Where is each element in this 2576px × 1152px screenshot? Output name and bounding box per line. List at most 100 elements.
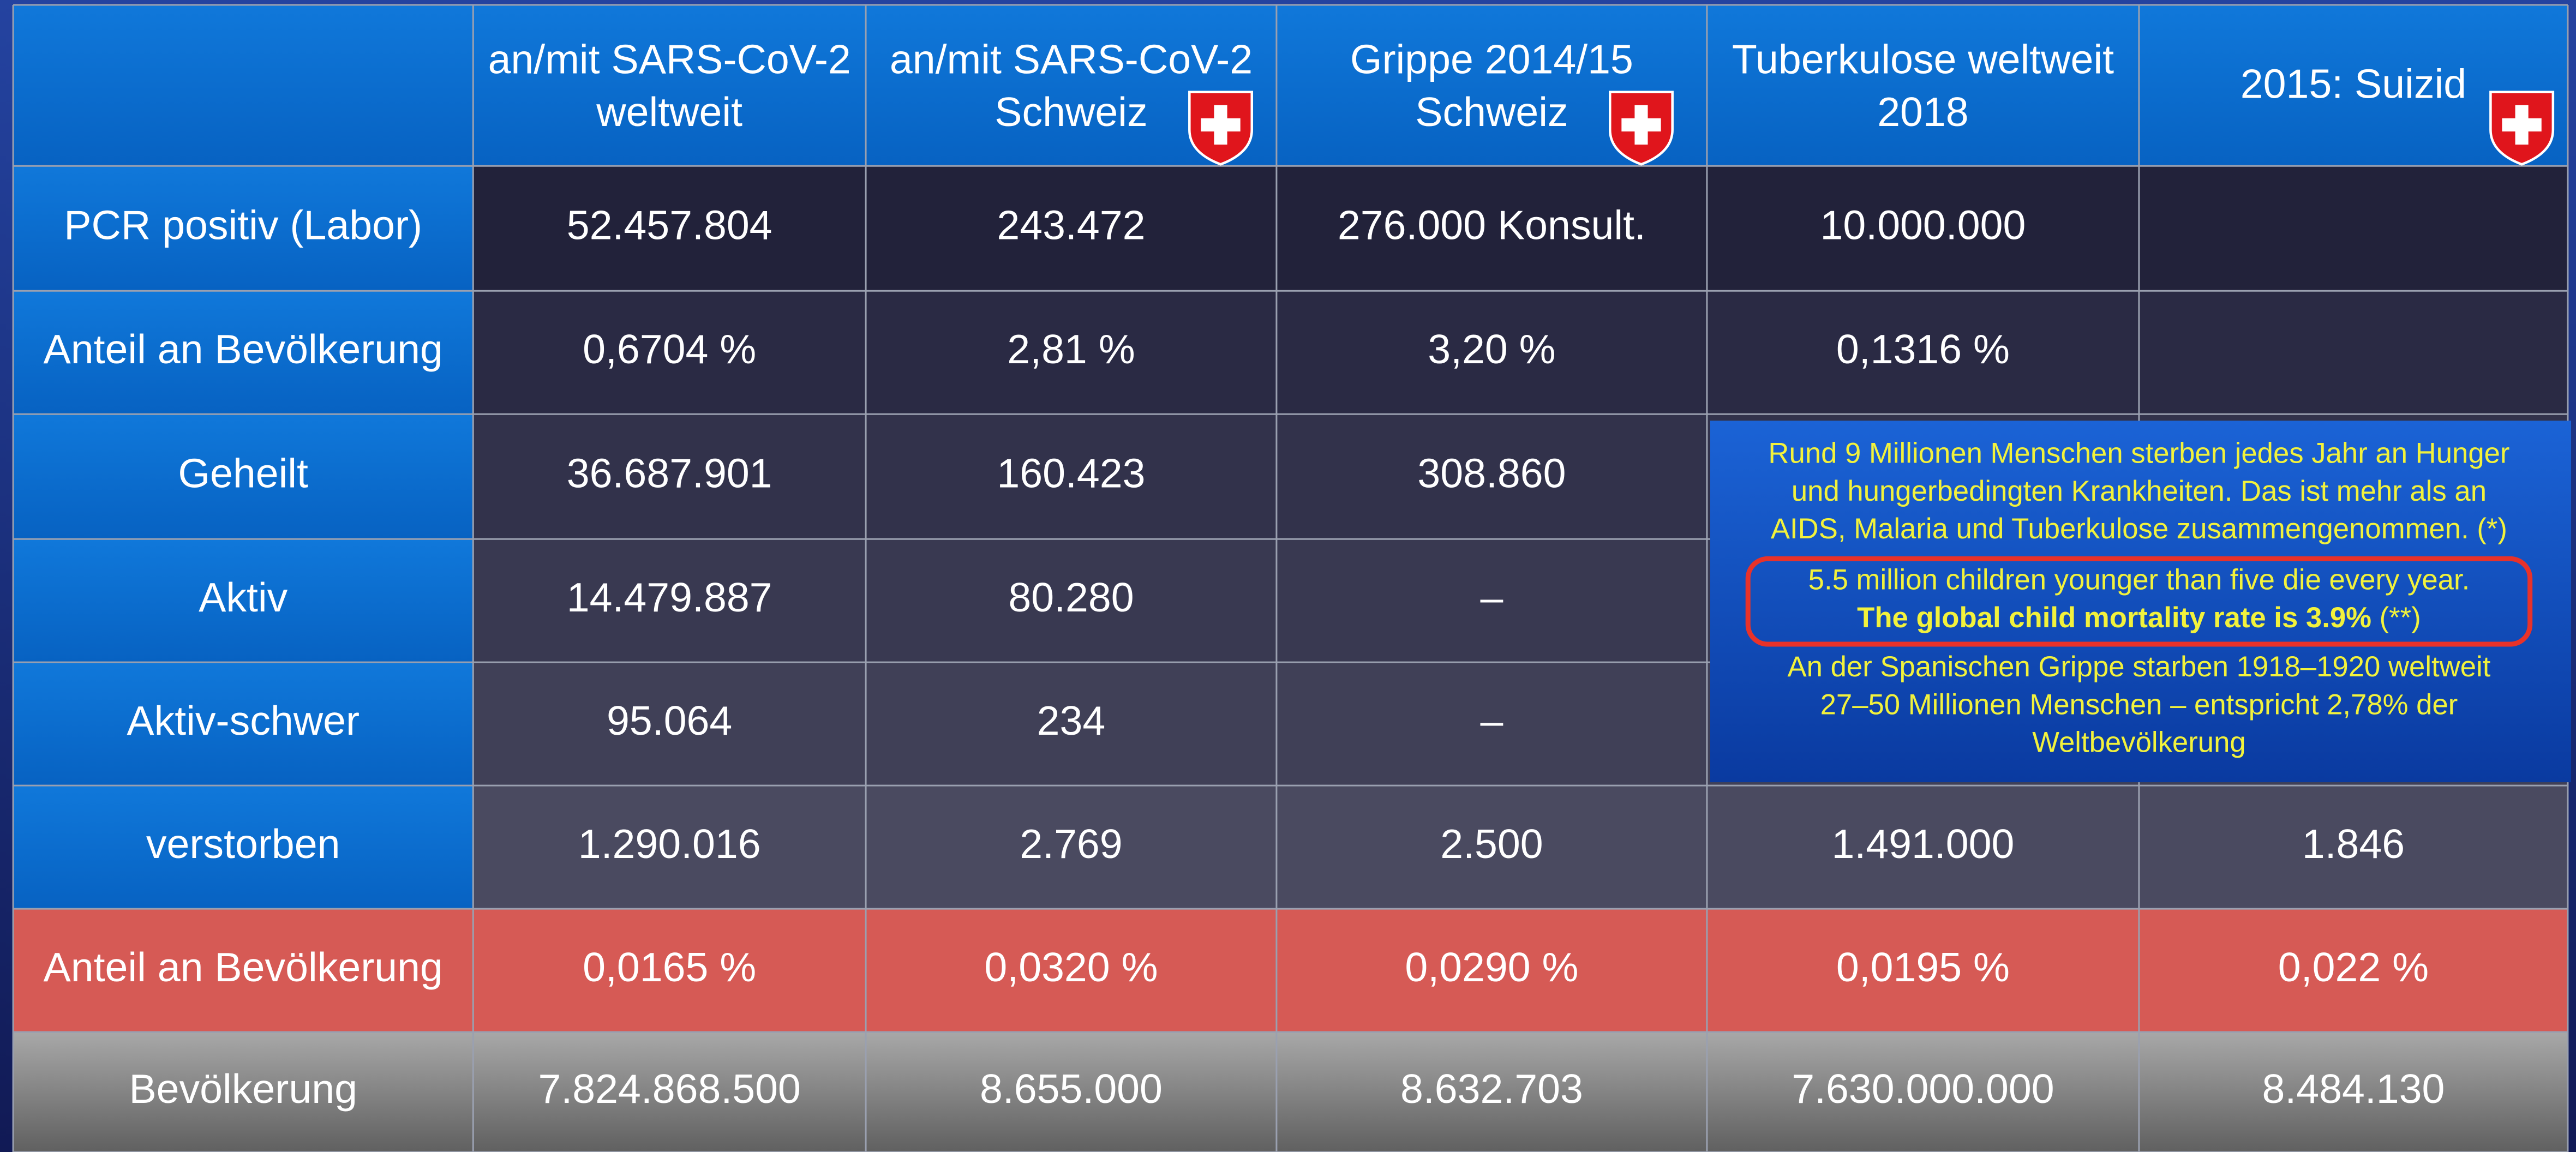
row-label: Anteil an Bevölkerung [44, 326, 443, 372]
note-text: The global child mortality rate is 3.9% … [1857, 602, 2421, 634]
cell-text: 0,1316 % [1836, 326, 2010, 372]
header-cell [473, 5, 866, 166]
cell-text: – [1480, 574, 1503, 620]
cell-text: 7.630.000.000 [1792, 1066, 2054, 1112]
cell-text: 10.000.000 [1820, 202, 2026, 248]
cell-text: 2.769 [1020, 821, 1122, 867]
data-cell [1276, 1032, 1707, 1152]
cell-text: 8.655.000 [980, 1066, 1163, 1112]
row-label-cell [13, 1032, 474, 1152]
note-text: AIDS, Malaria und Tuberkulose zusammenge… [1771, 513, 2507, 545]
header-text: 2015: Suizid [2240, 61, 2466, 107]
data-cell [866, 414, 1277, 539]
cell-text: 308.860 [1417, 451, 1566, 496]
cell-text: 1.846 [2302, 821, 2405, 867]
note-text: Weltbevölkerung [2032, 727, 2246, 759]
note-background [1710, 421, 2571, 783]
cell-text: 8.632.703 [1400, 1066, 1583, 1112]
header-text: Tuberkulose weltweit [1732, 36, 2114, 82]
data-cell [2138, 785, 2568, 909]
row-label-cell [13, 909, 474, 1033]
data-cell [1276, 166, 1707, 291]
row-label: Geheilt [178, 451, 308, 496]
header-cell [1706, 5, 2139, 166]
data-cell [473, 909, 866, 1033]
data-cell [866, 539, 1277, 663]
cell-text: 52.457.804 [567, 202, 772, 248]
row-label-cell [13, 414, 474, 539]
cell-text: 7.824.868.500 [538, 1066, 800, 1112]
data-cell [1706, 291, 2139, 415]
row-label: Bevölkerung [129, 1066, 357, 1112]
data-cell [1276, 909, 1707, 1033]
cell-text: 160.423 [997, 451, 1145, 496]
data-cell [866, 166, 1277, 291]
cell-text: 234 [1037, 698, 1106, 743]
cell-text: 2,81 % [1007, 326, 1135, 372]
data-cell [473, 291, 866, 415]
data-cell [473, 539, 866, 663]
row-label: Anteil an Bevölkerung [44, 944, 443, 990]
data-cell [1276, 785, 1707, 909]
cell-text: 8.484.130 [2262, 1066, 2445, 1112]
data-cell [1706, 909, 2139, 1033]
row-label-cell [13, 291, 474, 415]
data-cell [866, 1032, 1277, 1152]
row-label: Aktiv-schwer [127, 698, 360, 743]
note-text: Rund 9 Millionen Menschen sterben jedes … [1768, 437, 2509, 469]
highlight-box [1745, 556, 2533, 647]
data-cell [1276, 662, 1707, 786]
data-cell [1706, 166, 2139, 291]
cell-text: 14.479.887 [567, 574, 772, 620]
data-cell [2138, 166, 2568, 291]
data-cell [473, 1032, 866, 1152]
cell-text: 1.290.016 [578, 821, 761, 867]
cell-text: 36.687.901 [567, 451, 772, 496]
data-cell [1276, 539, 1707, 663]
data-cell [2138, 909, 2568, 1033]
cell-text: 0,0320 % [984, 944, 1158, 990]
cell-text: 0,6704 % [583, 326, 756, 372]
data-cell [1706, 1032, 2139, 1152]
header-text: an/mit SARS-CoV-2 [488, 36, 851, 82]
cell-text: 0,022 % [2278, 944, 2429, 990]
header-text: 2018 [1877, 89, 1968, 135]
data-cell [866, 291, 1277, 415]
header-corner [13, 5, 474, 166]
note-bold: The global child mortality rate is 3.9% [1857, 602, 2371, 634]
row-label-cell [13, 662, 474, 786]
cell-text: 2.500 [1440, 821, 1543, 867]
cell-text: 0,0290 % [1405, 944, 1578, 990]
cell-text: 243.472 [997, 202, 1145, 248]
cell-text: 1.491.000 [1831, 821, 2014, 867]
data-cell [2138, 1032, 2568, 1152]
data-cell [1276, 414, 1707, 539]
cell-text: 276.000 Konsult. [1338, 202, 1646, 248]
header-text: weltweit [596, 89, 742, 135]
row-label-cell [13, 785, 474, 909]
cell-text: 80.280 [1008, 574, 1134, 620]
header-text: an/mit SARS-CoV-2 [890, 36, 1253, 82]
cell-text: – [1480, 698, 1503, 743]
note-text: An der Spanischen Grippe starben 1918–19… [1788, 651, 2491, 683]
data-cell [866, 909, 1277, 1033]
data-cell [473, 662, 866, 786]
data-cell [1276, 291, 1707, 415]
cell-text: 95.064 [607, 698, 732, 743]
data-cell [866, 785, 1277, 909]
data-cell [473, 166, 866, 291]
cell-text: 0,0195 % [1836, 944, 2010, 990]
cell-text: 3,20 % [1428, 326, 1555, 372]
note-text: und hungerbedingten Krankheiten. Das ist… [1792, 475, 2487, 507]
header-text: Grippe 2014/15 [1350, 36, 1633, 82]
data-cell [2138, 291, 2568, 415]
header-text: Schweiz [995, 89, 1147, 135]
cell-text: 0,0165 % [583, 944, 756, 990]
data-cell [866, 662, 1277, 786]
note-ref: (**) [2371, 602, 2421, 634]
note-box: Rund 9 Millionen Menschen sterben jedes … [1710, 421, 2571, 783]
header-text: Schweiz [1415, 89, 1568, 135]
row-label: Aktiv [199, 574, 287, 620]
